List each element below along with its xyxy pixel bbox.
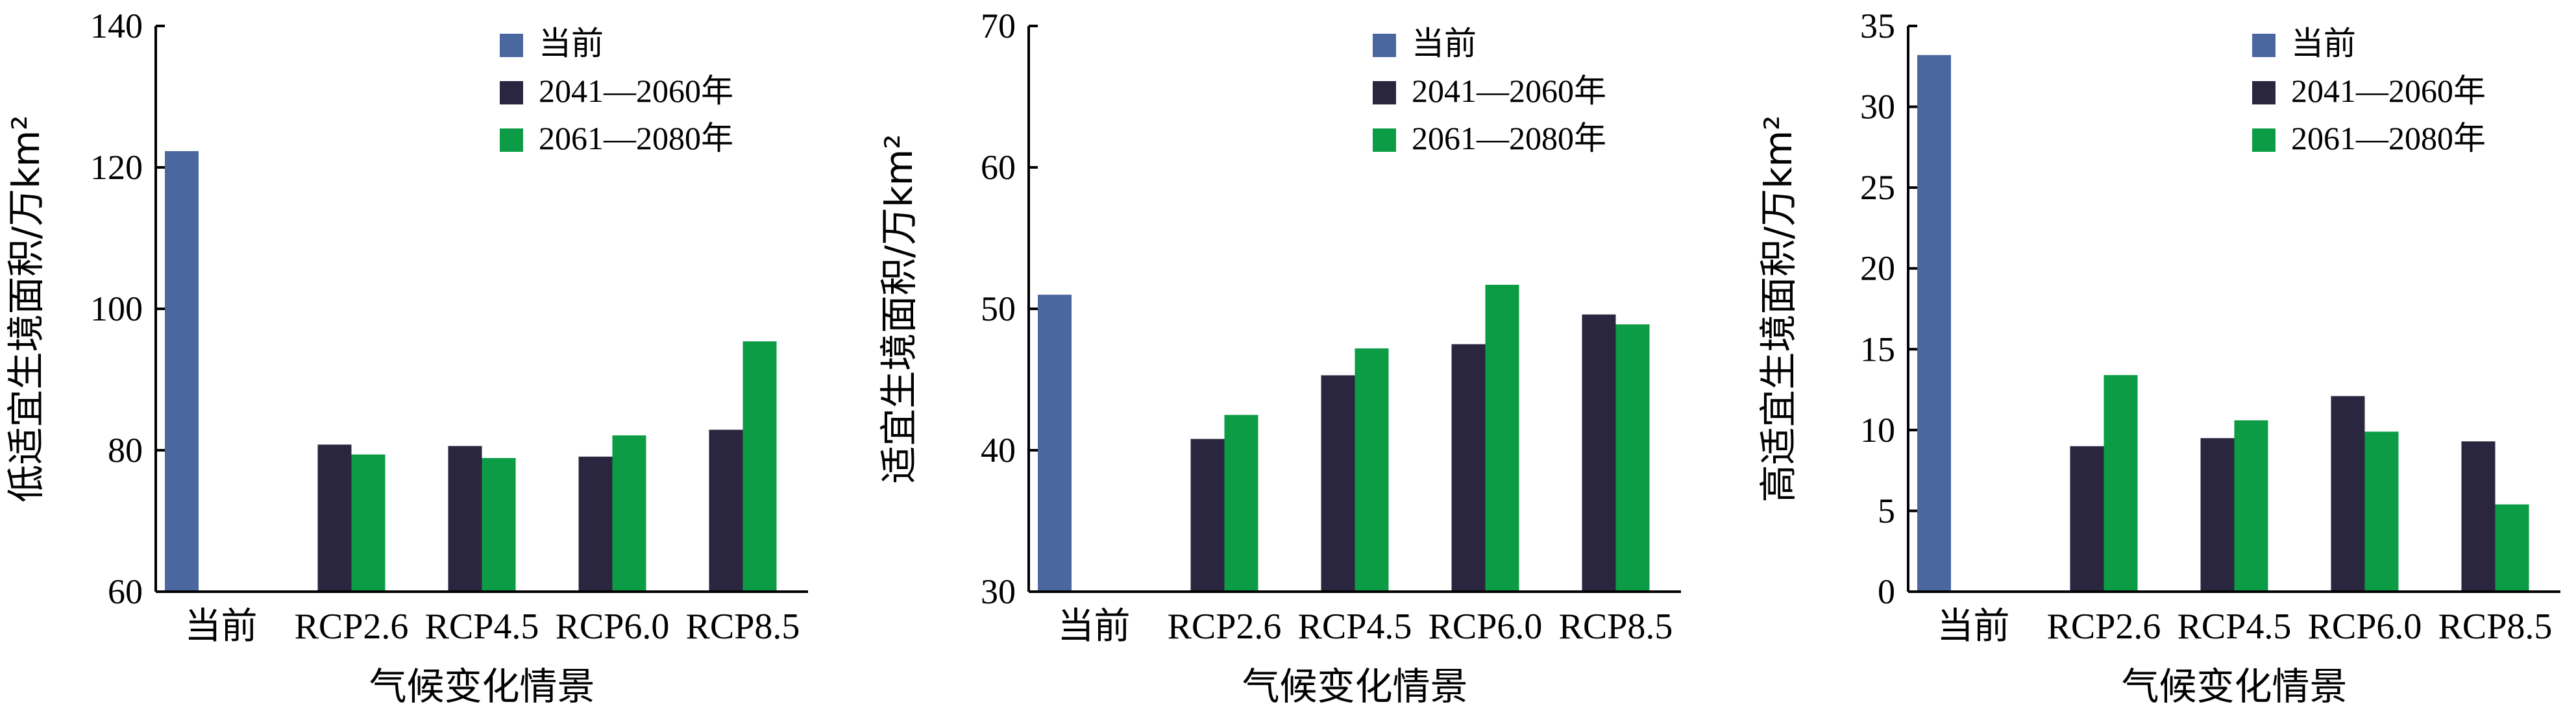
x-tick-label: RCP6.0 xyxy=(1429,607,1543,647)
x-tick-label: RCP6.0 xyxy=(2308,607,2422,647)
legend-swatch xyxy=(2252,34,2275,57)
bar-2041—2060年-RCP8.5 xyxy=(709,429,743,592)
x-tick-label: RCP8.5 xyxy=(1559,607,1673,647)
y-tick-label: 70 xyxy=(981,6,1016,45)
x-tick-label: RCP2.6 xyxy=(2047,607,2161,647)
bar-2041—2060年-RCP8.5 xyxy=(1582,314,1616,592)
legend-swatch xyxy=(500,34,523,57)
bar-2041—2060年-RCP4.5 xyxy=(448,446,482,592)
y-tick-label: 20 xyxy=(1860,249,1895,288)
bar-2061—2080年-RCP2.6 xyxy=(2104,375,2138,592)
bar-2061—2080年-RCP4.5 xyxy=(2234,420,2268,592)
y-tick-label: 5 xyxy=(1878,491,1895,530)
x-tick-label: 当前 xyxy=(1058,607,1131,647)
x-tick-label: RCP8.5 xyxy=(2438,607,2553,647)
y-tick-label: 35 xyxy=(1860,6,1895,45)
legend-swatch xyxy=(1373,128,1396,152)
bar-2041—2060年-RCP4.5 xyxy=(2200,438,2235,592)
x-axis-title: 气候变化情景 xyxy=(2121,664,2347,708)
chart-panel-2: 当前 RCP2.6 RCP4.5 RCP6.0 RCP8.5 30 40 50 60 70 气候变化… xyxy=(877,6,1681,708)
bar-2061—2080年-RCP4.5 xyxy=(1355,348,1389,592)
bar-2041—2060年-RCP6.0 xyxy=(2331,396,2365,592)
y-tick-label: 15 xyxy=(1860,330,1895,369)
x-tick-label: RCP4.5 xyxy=(1298,607,1412,647)
legend-label: 2061—2080年 xyxy=(2291,120,2486,156)
y-tick-label: 30 xyxy=(1860,88,1895,127)
x-tick-label: RCP8.5 xyxy=(686,607,800,647)
chart-panel-1: 当前 RCP2.6 RCP4.5 RCP6.0 RCP8.5 60 80 100 120 140 气… xyxy=(4,6,808,708)
x-tick-label: RCP6.0 xyxy=(556,607,670,647)
bar-2061—2080年-RCP4.5 xyxy=(482,457,516,592)
y-tick-label: 80 xyxy=(108,431,143,470)
y-tick-label: 120 xyxy=(90,148,143,187)
y-axis-title: 高适宜生境面积/万km² xyxy=(1756,115,1800,503)
x-tick-label: RCP4.5 xyxy=(425,607,539,647)
x-tick-label: RCP4.5 xyxy=(2177,607,2292,647)
bar-2061—2080年-RCP6.0 xyxy=(2364,431,2399,592)
legend-swatch xyxy=(1373,34,1396,57)
x-tick-label: RCP2.6 xyxy=(295,607,409,647)
bar-2041—2060年-RCP8.5 xyxy=(2461,441,2496,592)
bar-当前-当前 xyxy=(165,151,199,592)
bar-2061—2080年-RCP8.5 xyxy=(742,341,777,592)
bar-2061—2080年-RCP6.0 xyxy=(612,435,646,592)
bar-2041—2060年-RCP2.6 xyxy=(1190,439,1225,592)
legend-label: 2041—2060年 xyxy=(1412,73,1606,109)
x-tick-label: 当前 xyxy=(1937,607,2010,647)
bar-2061—2080年-RCP2.6 xyxy=(351,454,386,592)
y-tick-label: 100 xyxy=(90,289,143,328)
legend-label: 2041—2060年 xyxy=(539,73,733,109)
bar-2061—2080年-RCP8.5 xyxy=(2495,504,2529,592)
y-tick-label: 25 xyxy=(1860,168,1895,207)
y-axis-title: 适宜生境面积/万km² xyxy=(877,134,921,484)
y-axis-title: 低适宜生境面积/万km² xyxy=(4,115,48,503)
bar-2041—2060年-RCP4.5 xyxy=(1321,375,1355,592)
y-tick-label: 140 xyxy=(90,6,143,45)
legend-label: 2041—2060年 xyxy=(2291,73,2486,109)
x-axis-title: 气候变化情景 xyxy=(1242,664,1467,708)
y-tick-label: 10 xyxy=(1860,411,1895,450)
legend-label: 当前 xyxy=(2291,25,2356,62)
y-tick-label: 40 xyxy=(981,431,1016,470)
legend: 当前 2041—2060年 2061—2080年 xyxy=(1373,25,1606,156)
bar-2041—2060年-RCP2.6 xyxy=(317,444,352,592)
y-tick-label: 60 xyxy=(108,572,143,611)
legend-swatch xyxy=(500,128,523,152)
x-tick-label: 当前 xyxy=(185,607,258,647)
chart-panel-3: 当前 RCP2.6 RCP4.5 RCP6.0 RCP8.5 0 5 10 15 20 25 30 35… xyxy=(1756,6,2560,708)
bar-当前-当前 xyxy=(1038,295,1072,592)
x-axis-title: 气候变化情景 xyxy=(369,664,595,708)
x-tick-label: RCP2.6 xyxy=(1168,607,1282,647)
bar-2061—2080年-RCP6.0 xyxy=(1485,284,1519,592)
y-tick-label: 60 xyxy=(981,148,1016,187)
legend-label: 2061—2080年 xyxy=(1412,120,1606,156)
bar-2041—2060年-RCP2.6 xyxy=(2070,446,2104,592)
legend-label: 2061—2080年 xyxy=(539,120,733,156)
legend-swatch xyxy=(2252,128,2275,152)
y-tick-label: 30 xyxy=(981,572,1016,611)
bar-2061—2080年-RCP2.6 xyxy=(1224,415,1258,592)
legend-label: 当前 xyxy=(1412,25,1477,62)
bar-2041—2060年-RCP6.0 xyxy=(1451,344,1486,592)
bar-2041—2060年-RCP6.0 xyxy=(578,456,613,592)
legend: 当前 2041—2060年 2061—2080年 xyxy=(2252,25,2486,156)
y-tick-label: 50 xyxy=(981,289,1016,328)
legend: 当前 2041—2060年 2061—2080年 xyxy=(500,25,733,156)
bar-当前-当前 xyxy=(1917,54,1951,592)
legend-swatch xyxy=(1373,81,1396,104)
legend-swatch xyxy=(500,81,523,104)
y-tick-label: 0 xyxy=(1878,572,1895,611)
bar-2061—2080年-RCP8.5 xyxy=(1615,324,1650,592)
legend-swatch xyxy=(2252,81,2275,104)
legend-label: 当前 xyxy=(539,25,604,62)
